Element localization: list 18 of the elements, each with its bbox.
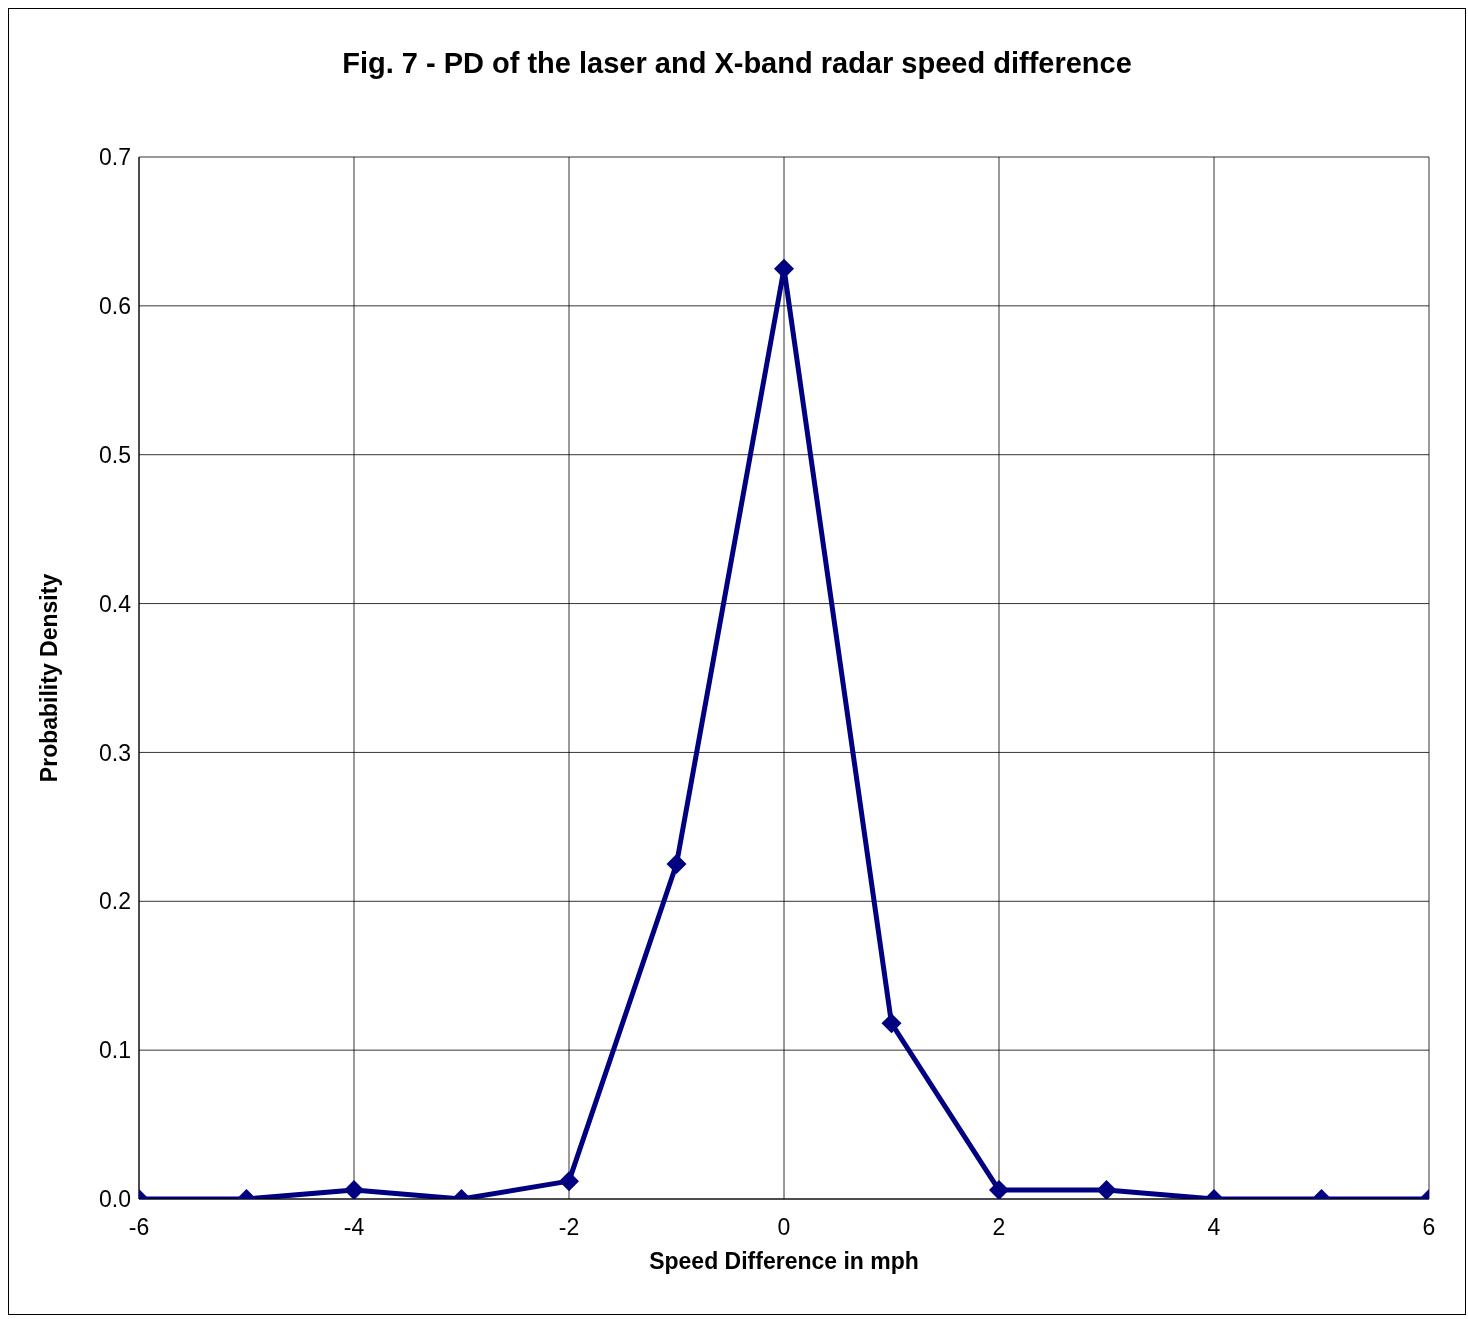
y-tick-label: 0.6 — [99, 293, 131, 320]
y-tick-label: 0.0 — [99, 1186, 131, 1213]
x-tick-label: 0 — [777, 1214, 791, 1241]
y-tick-label: 0.2 — [99, 888, 131, 915]
y-tick-label: 0.3 — [99, 739, 131, 766]
x-tick-label: -2 — [558, 1214, 580, 1241]
y-tick-label: 0.1 — [99, 1037, 131, 1064]
x-axis-title: Speed Difference in mph — [649, 1248, 919, 1274]
y-tick-label: 0.5 — [99, 441, 131, 468]
x-tick-label: 2 — [992, 1214, 1006, 1241]
x-tick-label: 4 — [1207, 1214, 1221, 1241]
y-tick-label: 0.7 — [99, 144, 131, 171]
y-axis-title: Probability Density — [36, 573, 63, 783]
chart-title: Fig. 7 - PD of the laser and X-band radar speed difference — [341, 47, 1133, 80]
y-tick-label: 0.4 — [99, 590, 132, 617]
x-tick-label: -6 — [128, 1214, 150, 1241]
x-tick-label: 6 — [1422, 1214, 1436, 1241]
x-tick-label: -4 — [343, 1214, 365, 1241]
